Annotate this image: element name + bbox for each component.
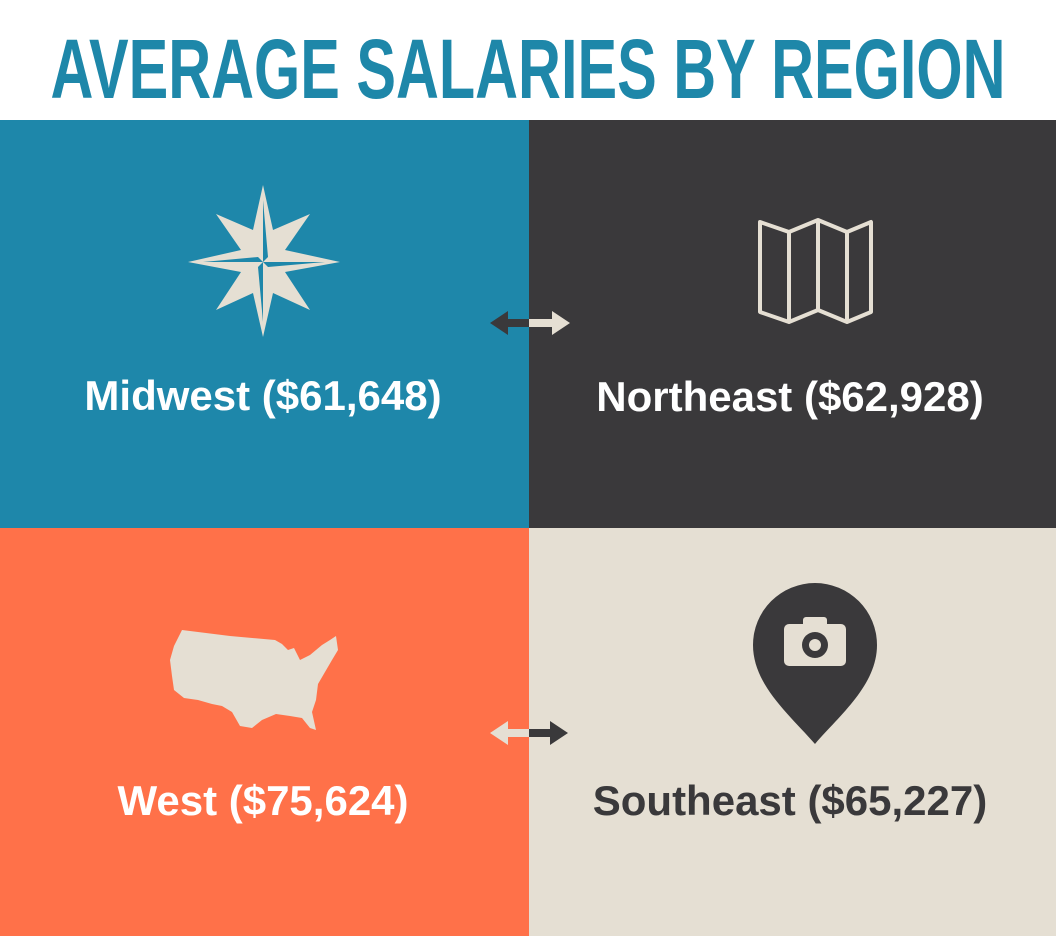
- arrow-top: [490, 311, 570, 335]
- title: AVERAGE SALARIES BY REGION: [51, 22, 1006, 116]
- region-label: Midwest ($61,648): [84, 372, 441, 419]
- northeast-panel: [529, 120, 1056, 528]
- arrow-bottom: [490, 721, 568, 745]
- region-label: Southeast ($65,227): [593, 777, 988, 824]
- map-icon: [758, 218, 873, 324]
- region-label: Northeast ($62,928): [596, 373, 984, 420]
- pin-icon: [753, 583, 877, 744]
- header-background: [0, 0, 1056, 120]
- compass-icon: [188, 185, 340, 337]
- region-label: West ($75,624): [117, 777, 408, 824]
- west-panel: [0, 528, 529, 936]
- usa-icon: [170, 630, 338, 730]
